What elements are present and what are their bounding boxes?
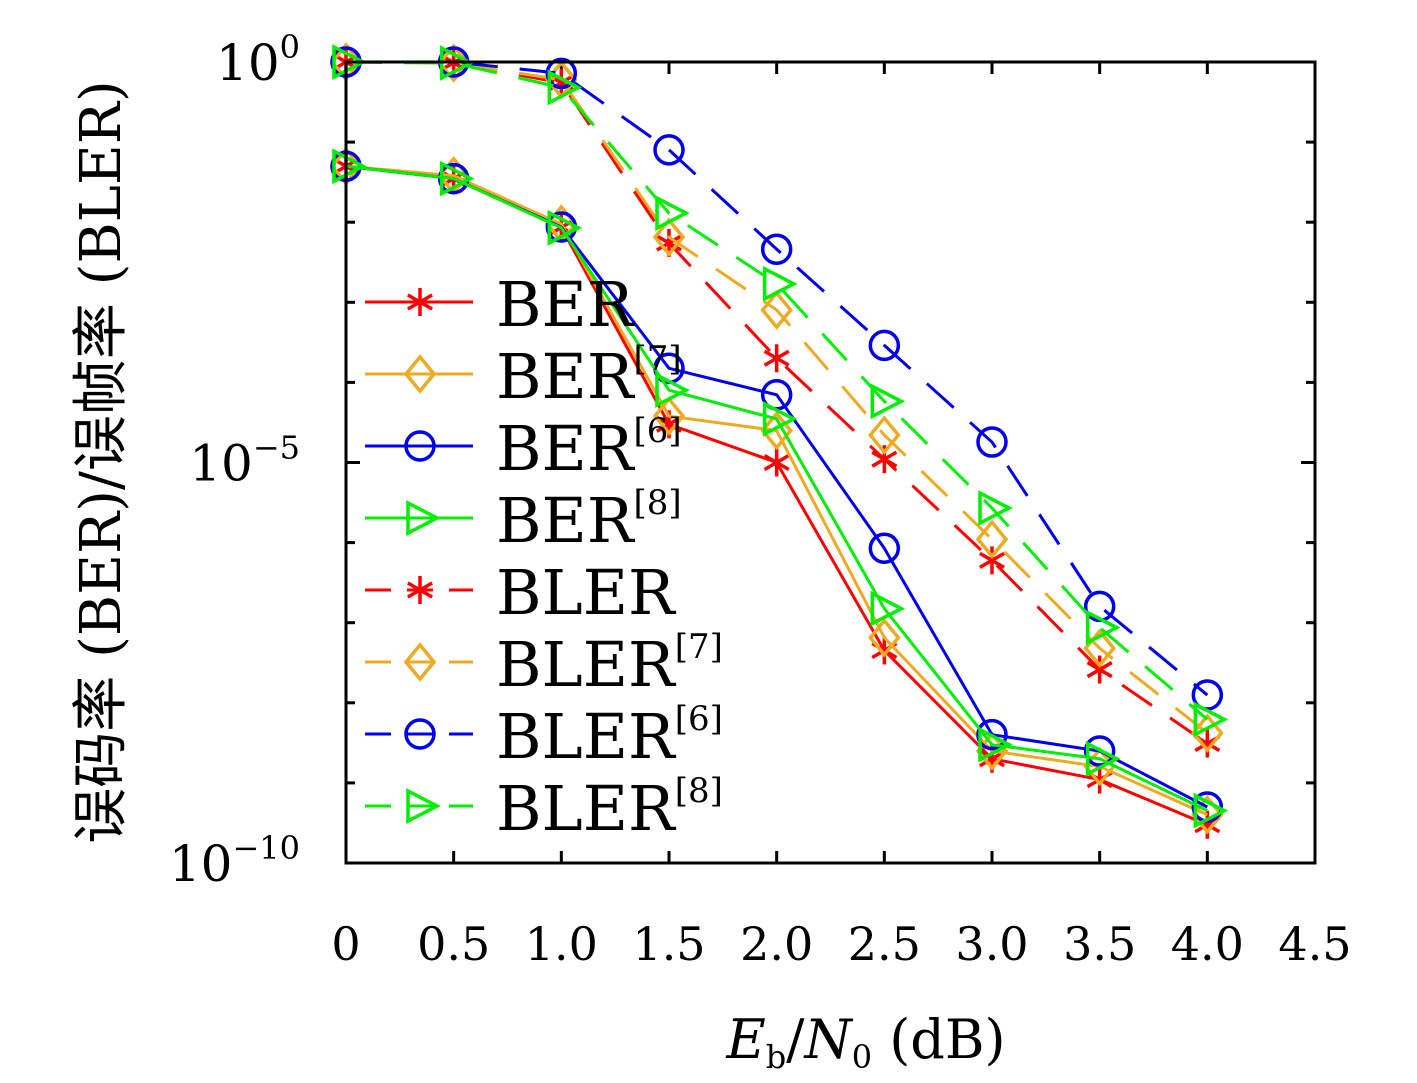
data-point [868, 532, 901, 565]
series-line [345, 60, 1209, 721]
legend-marker [403, 354, 437, 394]
data-point [332, 44, 367, 80]
x-tick-label: 2.5 [848, 917, 921, 971]
legend-marker [407, 576, 433, 604]
data-point [1083, 590, 1116, 623]
series-ber-ref8 [332, 148, 1229, 829]
legend-label: BLER[8] [496, 771, 723, 845]
y-axis-label: 误码率 (BER)/误帧率 (BLER) [69, 80, 134, 843]
data-point [652, 396, 686, 436]
data-point [545, 57, 578, 90]
x-tick-label: 0.5 [417, 917, 490, 971]
x-tick-label: 3.0 [955, 917, 1028, 971]
series-ber-ref6 [330, 150, 1224, 823]
y-tick-label: 10−10 [169, 829, 300, 893]
data-point [655, 372, 690, 409]
data-point [653, 134, 685, 166]
legend-label: BLER [496, 556, 677, 629]
series-bler-ref8 [332, 44, 1229, 738]
data-point [332, 148, 367, 185]
x-tick-label: 2.0 [740, 917, 813, 971]
series-line [345, 60, 1209, 745]
legend-entry: BLER[7] [365, 627, 723, 701]
data-point [1085, 609, 1121, 646]
legend-label: BER[6] [496, 411, 682, 485]
data-point [868, 415, 901, 455]
legend-marker [406, 788, 441, 824]
data-point [763, 448, 790, 477]
legend-entry: BER[8] [365, 483, 682, 557]
data-point [1086, 655, 1113, 684]
data-point [1193, 701, 1229, 738]
data-point [439, 160, 475, 197]
data-point [655, 195, 690, 231]
legend: BERBER[7]BER[6]BER[8]BLERBLER[7]BLER[6]B… [365, 268, 723, 845]
y-axis-label-text: 误码率 (BER)/误帧率 (BLER) [69, 80, 134, 843]
legend-label: BER[8] [496, 483, 682, 557]
data-point [760, 233, 793, 265]
data-point [547, 209, 583, 246]
legend-marker [403, 642, 437, 682]
data-point [652, 217, 686, 257]
data-point [978, 490, 1013, 526]
plot-area-frame [344, 60, 1317, 865]
x-tick-label: 3.5 [1063, 917, 1136, 971]
data-point [978, 726, 1013, 763]
data-point [979, 546, 1005, 575]
data-point [976, 426, 1008, 458]
legend-entry: BER [365, 268, 636, 341]
data-point [1193, 792, 1229, 829]
x-tick-label: 1.5 [632, 917, 705, 971]
legend-entry: BLER [365, 556, 677, 629]
data-point [870, 383, 906, 420]
y-tick-label: 10−5 [189, 429, 300, 493]
series-line [345, 164, 1208, 813]
legend-marker [407, 288, 433, 316]
legend-entry: BER[6] [365, 411, 682, 485]
legend-marker [406, 500, 441, 536]
data-point [760, 410, 793, 451]
series-bler-ref6 [330, 46, 1224, 711]
data-point [976, 718, 1008, 751]
legend-label: BLER[7] [496, 627, 723, 701]
x-tick-label: 4.0 [1171, 917, 1244, 971]
legend-label: BLER[6] [496, 699, 723, 773]
x-tick-label: 4.5 [1278, 917, 1351, 971]
data-point [760, 290, 793, 330]
series-line [345, 164, 1208, 817]
data-point [762, 265, 798, 302]
x-axis-label: Eb/N0 (dB) [725, 1008, 1005, 1076]
data-point [1191, 713, 1224, 753]
series-line [346, 60, 1209, 697]
legend-entry: BER[7] [365, 339, 682, 413]
data-point [1085, 740, 1121, 777]
series-line [345, 164, 1208, 827]
data-point [1191, 795, 1224, 835]
legend-entry: BLER[6] [365, 699, 723, 773]
series-line [345, 60, 1209, 735]
legend-label: BER [496, 268, 636, 341]
data-point [868, 329, 901, 362]
data-point [868, 617, 901, 658]
legend-marker [404, 718, 436, 750]
series-ber [333, 152, 1221, 839]
data-point [763, 344, 790, 373]
data-point [975, 519, 1009, 560]
x-tick-label: 1.0 [525, 917, 598, 971]
series-ber-ref7 [329, 146, 1224, 835]
data-point [870, 590, 906, 627]
x-axis-label-text: Eb/N0 (dB) [725, 1008, 1005, 1076]
x-tick-label: 0 [331, 917, 360, 971]
legend-label: BER[7] [496, 339, 682, 413]
data-point [762, 401, 798, 437]
legend-marker [404, 430, 436, 462]
legend-entry: BLER[8] [365, 771, 723, 845]
y-tick-label: 100 [216, 28, 300, 92]
data-point [1083, 735, 1116, 767]
data-point [547, 69, 583, 106]
